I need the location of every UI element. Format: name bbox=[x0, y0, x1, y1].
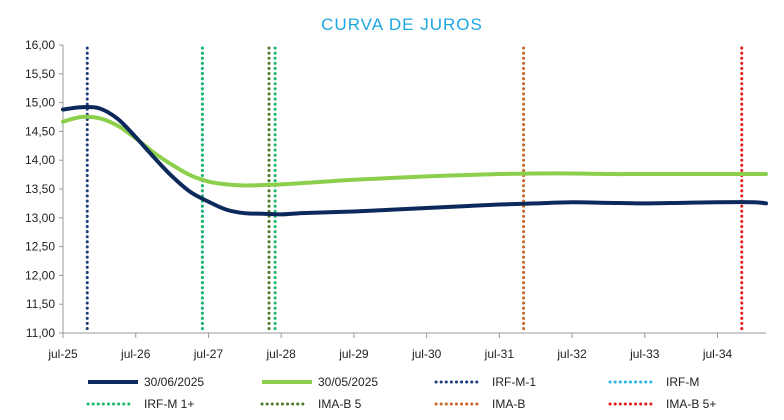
y-tick-label: 16,00 bbox=[25, 38, 55, 52]
x-tick-label: jul-33 bbox=[629, 347, 660, 361]
series-lines bbox=[61, 104, 768, 217]
legend-label: IMA-B bbox=[492, 397, 525, 411]
legend-label: IRF-M bbox=[666, 375, 699, 389]
x-tick-label: jul-29 bbox=[338, 347, 369, 361]
legend-label: IMA-B 5+ bbox=[666, 397, 716, 411]
y-tick-label: 14,00 bbox=[25, 153, 55, 167]
y-tick-label: 11,00 bbox=[26, 326, 55, 340]
legend: 30/06/2025 30/05/2025 IRF-M-1 IRF-M IRF-M 1+… bbox=[86, 375, 716, 411]
y-axis: 11,00 11,50 12,00 12,50 13,00 13,50 14,00 14,50… bbox=[25, 38, 64, 340]
x-tick-label: jul-31 bbox=[484, 347, 515, 361]
x-tick-label: jul-25 bbox=[47, 347, 78, 361]
y-tick-label: 15,50 bbox=[25, 67, 55, 81]
legend-label: IRF-M 1+ bbox=[144, 397, 194, 411]
legend-label: 30/06/2025 bbox=[144, 375, 204, 389]
y-tick-label: 12,50 bbox=[25, 240, 55, 254]
x-tick-label: jul-34 bbox=[702, 347, 733, 361]
y-tick-label: 13,00 bbox=[25, 211, 55, 225]
series-line-30-06-2025 bbox=[61, 104, 768, 217]
x-axis: jul-25 jul-26 jul-27 jul-28 jul-29 jul-30 jul-… bbox=[47, 332, 766, 361]
vertical-markers bbox=[85, 46, 744, 335]
y-tick-label: 12,00 bbox=[25, 268, 55, 282]
x-tick-label: jul-30 bbox=[411, 347, 442, 361]
y-tick-label: 13,50 bbox=[25, 182, 55, 196]
legend-label: IRF-M-1 bbox=[492, 375, 536, 389]
x-tick-label: jul-27 bbox=[193, 347, 224, 361]
x-tick-label: jul-26 bbox=[120, 347, 151, 361]
x-tick-label: jul-32 bbox=[556, 347, 587, 361]
y-tick-label: 11,50 bbox=[26, 297, 55, 311]
legend-label: 30/05/2025 bbox=[318, 375, 378, 389]
y-tick-label: 14,50 bbox=[25, 124, 55, 138]
y-tick-label: 15,00 bbox=[25, 96, 55, 110]
legend-label: IMA-B 5 bbox=[318, 397, 362, 411]
chart-title: CURVA DE JUROS bbox=[321, 15, 483, 34]
x-tick-label: jul-28 bbox=[265, 347, 296, 361]
